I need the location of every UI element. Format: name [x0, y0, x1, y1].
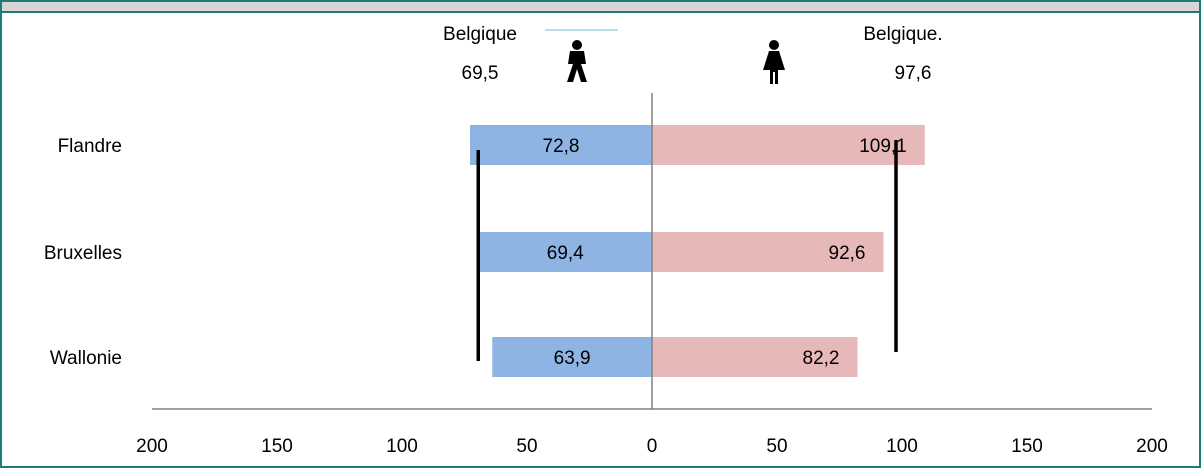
x-tick-label: 150: [1011, 436, 1043, 457]
data-label-right: 109,1: [859, 136, 907, 157]
x-tick-label: 200: [136, 436, 168, 457]
belgique-left-label: Belgique: [443, 24, 517, 45]
bar-left-2: [492, 337, 652, 377]
x-tick-label: 0: [647, 436, 658, 457]
x-tick-label: 100: [886, 436, 918, 457]
category-label: Flandre: [58, 136, 122, 157]
x-tick-label: 150: [261, 436, 293, 457]
data-label-left: 72,8: [543, 136, 580, 157]
x-tick-label: 100: [386, 436, 418, 457]
bar-right-1: [652, 232, 884, 272]
chart-header-bar: [2, 2, 1199, 13]
belgique-right-label: Belgique.: [863, 24, 942, 45]
belgique-right-value: 97,6: [895, 63, 932, 84]
category-label: Wallonie: [50, 348, 122, 369]
bar-right-2: [652, 337, 858, 377]
x-tick-label: 50: [766, 436, 787, 457]
woman-icon: [763, 40, 785, 84]
data-label-right: 92,6: [829, 243, 866, 264]
x-tick-label: 200: [1136, 436, 1168, 457]
belgique-left-value: 69,5: [462, 63, 499, 84]
bar-left-0: [470, 125, 652, 165]
bar-left-1: [478, 232, 652, 272]
x-tick-label: 50: [516, 436, 537, 457]
data-label-right: 82,2: [803, 348, 840, 369]
category-label: Bruxelles: [44, 243, 122, 264]
man-icon: [567, 40, 587, 82]
data-label-left: 63,9: [554, 348, 591, 369]
bar-right-0: [652, 125, 925, 165]
data-label-left: 69,4: [547, 243, 584, 264]
